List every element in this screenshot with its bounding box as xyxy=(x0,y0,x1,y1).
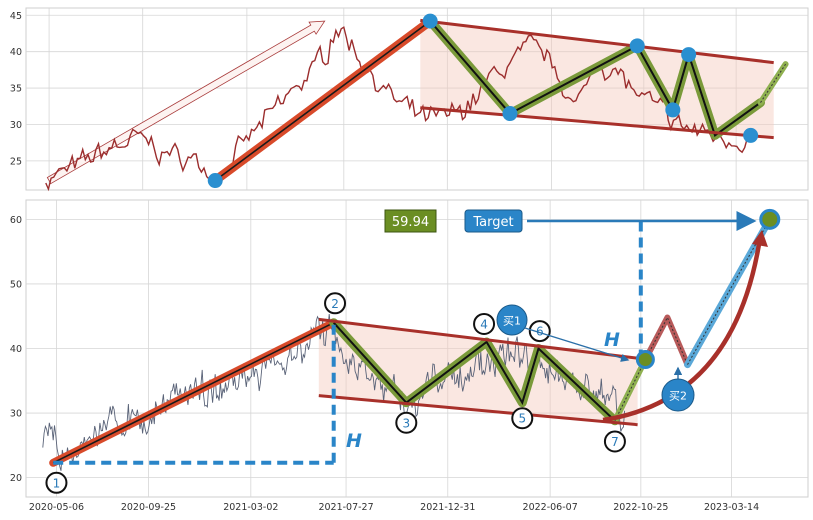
y-tick-label: 25 xyxy=(10,156,22,167)
x-tick-label: 2021-03-02 xyxy=(223,502,278,513)
projection-marker xyxy=(635,349,655,369)
pivot-marker xyxy=(665,102,681,118)
numbered-point-circle xyxy=(473,312,496,335)
channel-line xyxy=(318,317,638,360)
bottom-numbered-points: 1 2 3 4 5 6 7 xyxy=(45,292,626,494)
numbered-point-circle xyxy=(324,292,347,315)
bottom-y-tick-labels: 20 30 40 50 60 xyxy=(10,215,22,484)
numbered-point-label: 1 xyxy=(53,476,61,490)
top-y-tick-labels: 25 30 35 40 45 xyxy=(10,11,22,168)
x-tick-label: 2023-03-14 xyxy=(704,502,759,513)
target-curve-arrow xyxy=(602,237,763,423)
y-tick-label: 30 xyxy=(10,120,22,131)
pivot-marker xyxy=(502,106,518,122)
numbered-point-circle xyxy=(511,407,534,430)
y-tick-label: 30 xyxy=(10,409,22,420)
price-box xyxy=(384,209,437,233)
y-tick-label: 40 xyxy=(10,47,22,58)
numbered-point-label: 6 xyxy=(536,325,544,339)
x-tick-label: 2021-07-27 xyxy=(318,502,373,513)
numbered-point-circle xyxy=(45,471,68,494)
bottom-chart-panel: 20 30 40 50 60 2020-05-06 2020-09-25 2021-03-0… xyxy=(10,199,809,513)
bottom-pattern-lines xyxy=(49,215,774,467)
pivot-marker xyxy=(743,127,759,143)
channel-line xyxy=(420,18,774,65)
pivot-marker xyxy=(681,47,697,63)
target-box-label: Target xyxy=(472,215,513,230)
x-tick-label: 2021-12-31 xyxy=(420,502,475,513)
x-tick-label: 2022-06-07 xyxy=(523,502,578,513)
target-curve-arrowhead xyxy=(752,230,768,247)
bottom-markers xyxy=(635,208,781,369)
buy1-badge xyxy=(496,304,528,336)
buy1-label: 买1 xyxy=(503,315,521,328)
height-label-right: H xyxy=(604,329,620,351)
numbered-point-label: 7 xyxy=(611,435,619,449)
projection-green-inner xyxy=(614,359,646,422)
projection-marker xyxy=(759,208,781,230)
trend-line-inner xyxy=(214,20,431,182)
buy2-badge xyxy=(661,378,695,412)
y-tick-label: 40 xyxy=(10,344,22,355)
bottom-x-tick-labels: 2020-05-06 2020-09-25 2021-03-02 2021-07-27… xyxy=(29,502,759,513)
top-pivot-markers xyxy=(207,13,759,189)
y-tick-label: 50 xyxy=(10,279,22,290)
numbered-point-label: 5 xyxy=(518,412,526,426)
projection-red-inner xyxy=(644,316,688,365)
target-box xyxy=(464,209,523,233)
numbered-point-circle xyxy=(395,411,418,434)
buy1-pointer xyxy=(524,327,630,362)
numbered-point-circle xyxy=(528,320,551,343)
numbered-point-label: 4 xyxy=(480,317,488,331)
channel-line xyxy=(318,394,638,427)
zigzag-inner xyxy=(332,322,616,422)
y-tick-label: 35 xyxy=(10,84,22,95)
buy2-label: 买2 xyxy=(669,390,687,403)
height-label-left: H xyxy=(346,430,362,452)
top-price-line xyxy=(45,26,748,192)
top-trend-arrow xyxy=(46,20,326,185)
numbered-point-label: 3 xyxy=(402,416,410,430)
numbered-point-label: 2 xyxy=(331,297,339,311)
channel-line xyxy=(420,106,774,140)
pivot-marker xyxy=(629,38,645,54)
y-tick-label: 20 xyxy=(10,473,22,484)
pivot-marker xyxy=(207,173,223,189)
x-tick-label: 2022-10-25 xyxy=(613,502,668,513)
trend-line-inner xyxy=(52,321,335,464)
numbered-point-circle xyxy=(603,430,626,453)
x-tick-label: 2020-05-06 xyxy=(29,502,84,513)
pivot-marker xyxy=(422,13,438,29)
price-box-label: 59.94 xyxy=(392,215,429,230)
projection-outer xyxy=(757,61,789,106)
y-tick-label: 60 xyxy=(10,215,22,226)
y-tick-label: 45 xyxy=(10,11,22,22)
x-tick-label: 2020-09-25 xyxy=(121,502,176,513)
top-chart-panel: 25 30 35 40 45 xyxy=(10,7,809,192)
